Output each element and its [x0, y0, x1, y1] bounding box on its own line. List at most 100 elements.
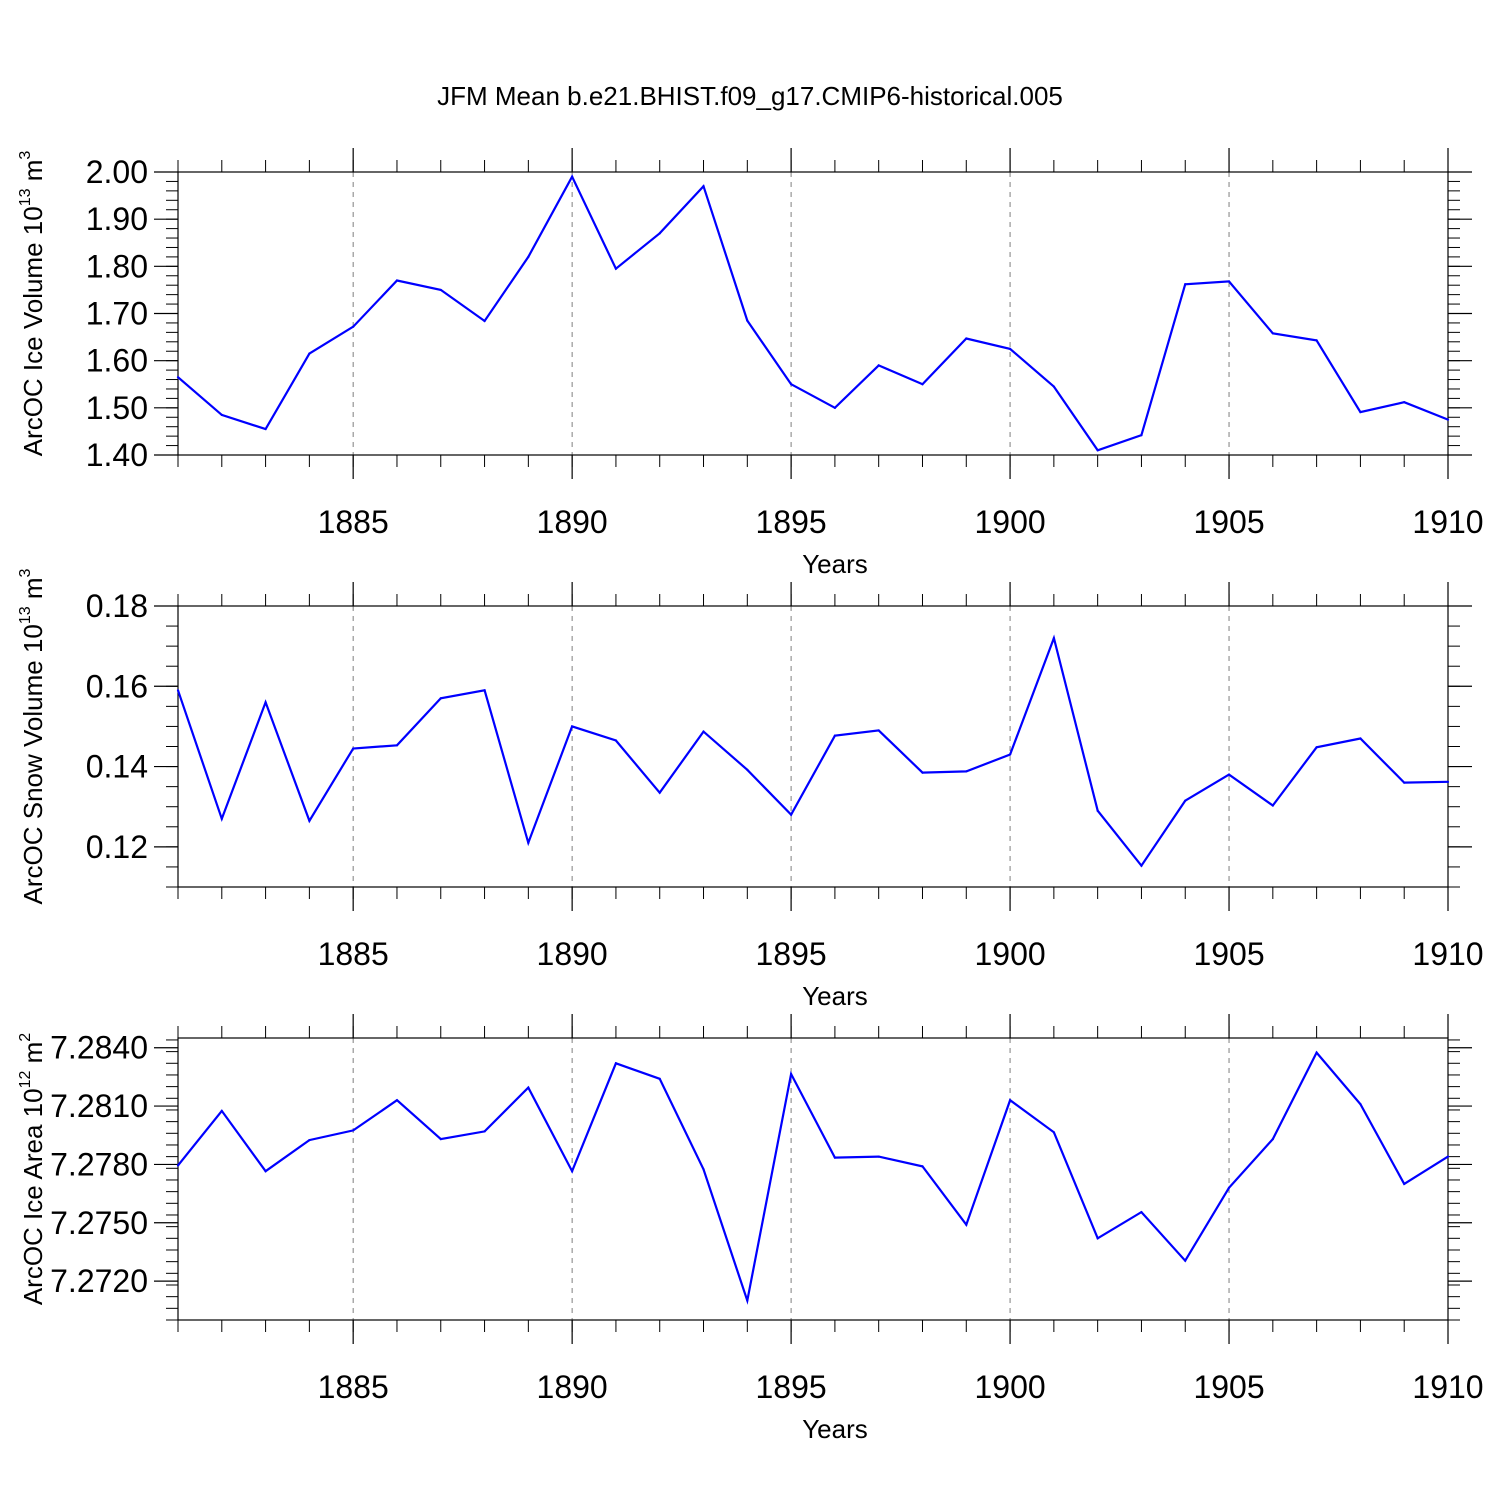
data-point [921, 383, 924, 386]
data-point [1227, 280, 1231, 283]
data-point [1271, 804, 1274, 807]
data-point [877, 1155, 880, 1158]
data-point [1184, 799, 1187, 802]
plot-frame [177, 1037, 1449, 1321]
data-point [1184, 1259, 1187, 1262]
data-point [1315, 746, 1318, 749]
x-tick-label: 1890 [537, 504, 608, 540]
data-point [571, 175, 574, 178]
data-point [746, 1299, 749, 1302]
data-point [308, 352, 311, 355]
panel-1: 1885 1890 1895 1900 1905 1910 1.40 1.50 1.60 1.70… [17, 148, 1484, 579]
data-point [1403, 1182, 1406, 1185]
y-tick-label: 0.18 [86, 588, 148, 624]
data-point [1140, 864, 1143, 867]
data-point [439, 1138, 442, 1141]
y-tick-label: 1.90 [86, 201, 148, 237]
chart-title: JFM Mean b.e21.BHIST.f09_g17.CMIP6-histo… [437, 81, 1063, 111]
x-axis-label: Years [802, 549, 868, 579]
y-tick-label: 1.60 [86, 343, 148, 379]
data-point [1096, 809, 1099, 812]
y-axis-label-main: ArcOC Ice Area 10 [18, 1088, 48, 1305]
data-point [395, 744, 399, 747]
data-point [790, 813, 793, 816]
data-point [220, 413, 223, 417]
panel-3: 1885 1890 1895 1900 1905 1910 7.2720 7.2750 7.27… [17, 1014, 1484, 1444]
data-point [921, 1165, 924, 1168]
data-point [352, 325, 355, 328]
x-tick-label: 1900 [974, 936, 1045, 972]
x-tick-label: 1910 [1412, 1369, 1483, 1405]
data-point [395, 1099, 399, 1102]
series-line [177, 174, 1449, 452]
series-line [177, 1050, 1449, 1305]
x-tick-label: 1885 [318, 936, 389, 972]
data-point [439, 697, 442, 700]
y-axis-label-unit: m [18, 160, 48, 189]
data-point [746, 768, 749, 771]
y-axis-label-unit-exp: 3 [17, 151, 34, 160]
data-point [1052, 1131, 1055, 1134]
data-point [220, 1109, 223, 1113]
data-point [1227, 773, 1231, 776]
data-point [965, 770, 968, 773]
data-point [1446, 780, 1450, 783]
data-point [1403, 401, 1406, 404]
y-tick-label: 1.50 [86, 390, 148, 426]
data-point [702, 730, 705, 733]
data-point [483, 689, 486, 692]
y-axis-label-unit: m [18, 1042, 48, 1071]
data-point [1359, 737, 1362, 740]
y-tick-label: 7.2840 [50, 1030, 148, 1066]
data-point [877, 729, 880, 732]
data-point [1446, 1155, 1450, 1158]
y-tick-label: 1.80 [86, 248, 148, 284]
x-tick-label: 1885 [318, 504, 389, 540]
x-axis-label: Years [802, 1414, 868, 1444]
data-point [1271, 1138, 1274, 1141]
data-point [658, 1077, 661, 1080]
data-point [921, 771, 924, 774]
data-point [352, 1129, 355, 1132]
y-axis-label: ArcOC Ice Volume 1013 m3 [17, 151, 48, 457]
y-axis-label: ArcOC Ice Area 1012 m2 [17, 1033, 48, 1305]
x-tick-label: 1890 [537, 1369, 608, 1405]
y-tick-label: 7.2810 [50, 1088, 148, 1124]
y-tick-label: 0.14 [86, 749, 148, 785]
y-tick-label: 2.00 [86, 154, 148, 190]
data-point [527, 255, 530, 258]
y-tick-label: 0.12 [86, 829, 148, 865]
data-point [614, 267, 618, 270]
data-point [1008, 347, 1012, 350]
series-line [176, 634, 1449, 868]
x-tick-label: 1895 [756, 936, 827, 972]
x-tick-label: 1895 [756, 504, 827, 540]
data-point [1403, 781, 1406, 784]
y-axis-label: ArcOC Snow Volume 1013 m3 [17, 568, 48, 904]
data-point [308, 1139, 311, 1142]
data-point [614, 1062, 618, 1065]
data-point [483, 319, 486, 323]
x-tick-label: 1910 [1412, 936, 1483, 972]
data-point [1052, 385, 1055, 388]
y-tick-label: 7.2720 [50, 1263, 148, 1299]
x-tick-label: 1905 [1193, 1369, 1264, 1405]
y-axis-label-exp: 13 [17, 606, 34, 624]
data-point [1315, 1051, 1318, 1054]
data-point [1184, 283, 1187, 286]
x-tick-label: 1885 [318, 1369, 389, 1405]
data-point [833, 734, 836, 737]
y-axis-label-unit-exp: 3 [17, 568, 34, 577]
data-point [1052, 637, 1055, 640]
data-point [1359, 1103, 1362, 1106]
data-point [571, 1170, 574, 1173]
y-tick-label: 1.40 [86, 437, 148, 473]
x-tick-label: 1900 [974, 504, 1045, 540]
x-tick-label: 1910 [1412, 504, 1483, 540]
data-point [965, 337, 968, 340]
data-point [702, 185, 705, 188]
y-axis-label-main: ArcOC Snow Volume 10 [18, 624, 48, 904]
data-point [308, 819, 311, 822]
y-tick-label: 7.2750 [50, 1205, 148, 1241]
